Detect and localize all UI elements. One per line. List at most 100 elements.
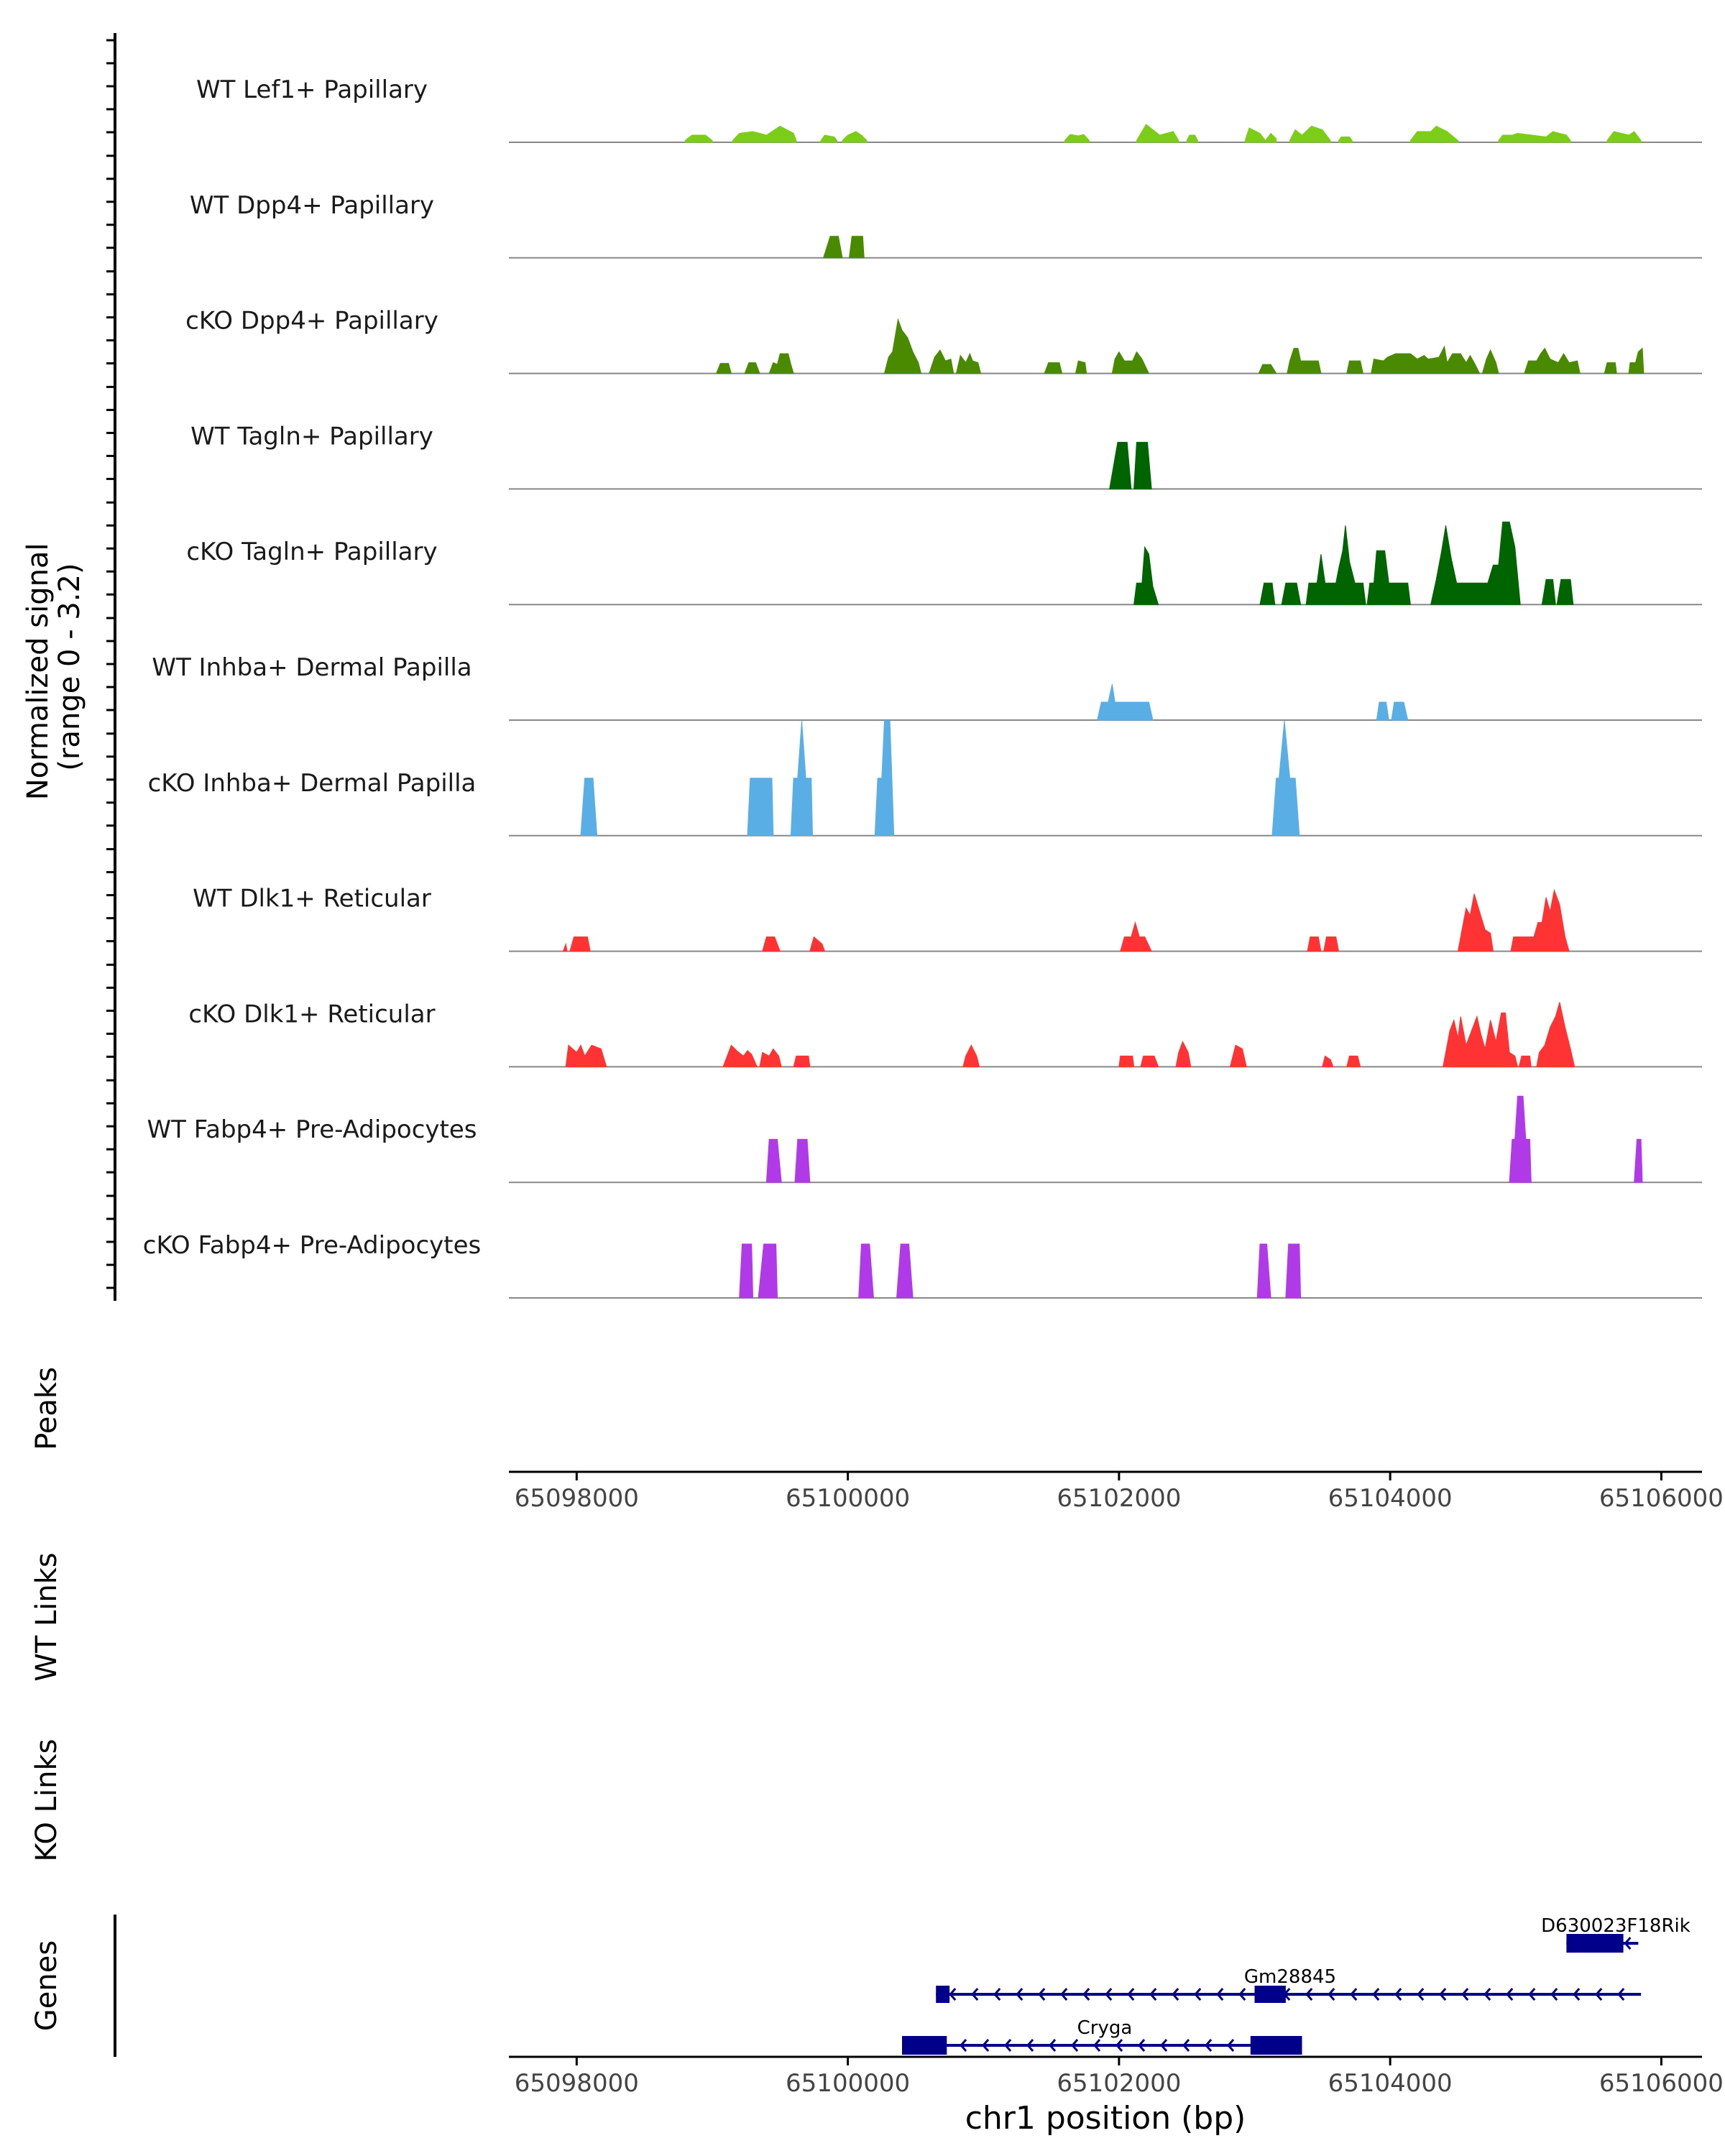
strand-arrow bbox=[1071, 2039, 1079, 2052]
strand-arrow bbox=[1004, 2039, 1012, 2052]
coverage-area bbox=[565, 1044, 607, 1067]
coverage-area bbox=[1285, 1243, 1302, 1299]
coverage-area bbox=[1524, 347, 1581, 374]
gene-exon bbox=[1254, 1986, 1286, 2003]
coverage-area bbox=[739, 1243, 754, 1299]
track-label: WT Dlk1+ Reticular bbox=[193, 885, 431, 913]
coverage-area bbox=[809, 936, 826, 952]
coverage-area bbox=[1175, 1041, 1192, 1067]
coverage-area bbox=[1481, 349, 1499, 374]
strand-arrow bbox=[1194, 1988, 1202, 2001]
coverage-area bbox=[1628, 347, 1644, 374]
strand-arrow bbox=[971, 1988, 979, 2001]
coverage-area bbox=[1044, 362, 1063, 374]
coverage-area bbox=[1305, 525, 1366, 605]
coverage-area bbox=[1120, 921, 1152, 952]
gene-model: Cryga bbox=[902, 2017, 1302, 2055]
coverage-y-axis-label: Normalized signal (range 0 - 3.2) bbox=[22, 534, 86, 801]
coverage-area bbox=[744, 362, 760, 374]
gene-label: Cryga bbox=[1077, 2017, 1133, 2039]
x-tick-label: 65098000 bbox=[515, 2069, 639, 2098]
strand-arrow bbox=[1138, 2039, 1146, 2052]
strand-arrow bbox=[1573, 1988, 1581, 2001]
strand-arrow bbox=[1617, 1988, 1625, 2001]
peaks-x-axis-ticks: 65098000 65100000 65102000 65104000 65106000 bbox=[515, 1472, 1724, 1513]
strand-arrow bbox=[949, 1988, 957, 2001]
coverage-area bbox=[790, 720, 814, 837]
track-label: cKO Fabp4+ Pre-Adipocytes bbox=[143, 1231, 482, 1260]
coverage-area bbox=[1606, 131, 1642, 143]
coverage-area bbox=[1430, 521, 1521, 605]
coverage-track: cKO Dpp4+ Papillary bbox=[185, 307, 1702, 374]
coverage-y-axis-ticks bbox=[106, 39, 115, 1289]
coverage-track: WT Lef1+ Papillary bbox=[196, 75, 1702, 143]
strand-arrow bbox=[1116, 2039, 1123, 2052]
coverage-area bbox=[732, 125, 797, 143]
coverage-area bbox=[1556, 579, 1574, 605]
strand-arrow bbox=[982, 2039, 990, 2052]
gene-exon bbox=[1566, 1934, 1624, 1953]
strand-arrow bbox=[1417, 1988, 1425, 2001]
coverage-area bbox=[684, 134, 713, 143]
coverage-area bbox=[1281, 582, 1302, 605]
coverage-area bbox=[955, 352, 982, 374]
strand-arrow bbox=[1595, 1988, 1603, 2001]
coverage-area bbox=[1634, 1138, 1643, 1183]
coverage-area bbox=[1244, 127, 1266, 143]
strand-arrow bbox=[1350, 1988, 1358, 2001]
coverage-area bbox=[1536, 1002, 1576, 1067]
x-tick-label: 65104000 bbox=[1328, 1484, 1453, 1513]
x-tick-label: 65102000 bbox=[1057, 2069, 1181, 2098]
strand-arrow bbox=[1238, 1988, 1246, 2001]
x-tick-label: 65106000 bbox=[1599, 2069, 1724, 2098]
coverage-area bbox=[765, 1138, 782, 1183]
coverage-area bbox=[793, 1055, 811, 1067]
strand-arrow bbox=[1093, 2039, 1101, 2052]
coverage-track: WT Inhba+ Dermal Papilla bbox=[152, 653, 1702, 721]
coverage-area bbox=[1097, 683, 1154, 721]
coverage-area bbox=[1338, 137, 1353, 143]
coverage-area bbox=[722, 1044, 758, 1067]
coverage-track: cKO Tagln+ Papillary bbox=[186, 521, 1702, 606]
strand-arrow bbox=[1394, 1988, 1402, 2001]
coverage-area bbox=[1323, 936, 1340, 952]
x-tick-label: 65100000 bbox=[786, 1484, 910, 1513]
coverage-area bbox=[1136, 124, 1179, 143]
coverage-area bbox=[569, 936, 591, 952]
coverage-area bbox=[1265, 132, 1277, 143]
coverage-area bbox=[715, 363, 732, 374]
strand-arrow bbox=[1484, 1988, 1491, 2001]
coverage-track: WT Dlk1+ Reticular bbox=[193, 885, 1702, 952]
coverage-tracks: WT Lef1+ Papillary WT Dpp4+ Papillary cKO … bbox=[143, 75, 1702, 1299]
track-label: WT Fabp4+ Pre-Adipocytes bbox=[147, 1115, 477, 1144]
x-tick-label: 65100000 bbox=[786, 2069, 910, 2098]
strand-arrow bbox=[1026, 2039, 1034, 2052]
coverage-area bbox=[762, 936, 781, 952]
coverage-area bbox=[858, 1243, 874, 1299]
x-tick-label: 65106000 bbox=[1599, 1484, 1724, 1513]
strand-arrow bbox=[1461, 1988, 1469, 2001]
track-label: WT Dpp4+ Papillary bbox=[190, 191, 434, 220]
coverage-area bbox=[822, 236, 843, 259]
coverage-area bbox=[962, 1044, 980, 1067]
strand-arrow bbox=[1528, 1988, 1536, 2001]
coverage-area bbox=[1256, 1243, 1271, 1299]
ko-links-panel-label: KO Links bbox=[30, 1739, 63, 1862]
gene-label: D630023F18Rik bbox=[1541, 1915, 1690, 1937]
coverage-area bbox=[1604, 362, 1617, 374]
coverage-area bbox=[1229, 1044, 1247, 1067]
x-tick-label: 65104000 bbox=[1328, 2069, 1453, 2098]
coverage-area bbox=[758, 1243, 778, 1299]
coverage-area bbox=[820, 134, 837, 143]
coverage-area bbox=[1541, 579, 1556, 605]
gene-exon bbox=[902, 2036, 947, 2055]
coverage-area bbox=[896, 1243, 914, 1299]
coverage-area bbox=[1376, 701, 1389, 721]
strand-arrow bbox=[1160, 2039, 1168, 2052]
coverage-area bbox=[1322, 1055, 1334, 1067]
strand-arrow bbox=[1205, 2039, 1213, 2052]
coverage-track: WT Tagln+ Papillary bbox=[190, 422, 1702, 490]
strand-arrow bbox=[1049, 2039, 1057, 2052]
genes-panel-label: Genes bbox=[30, 1940, 63, 2031]
